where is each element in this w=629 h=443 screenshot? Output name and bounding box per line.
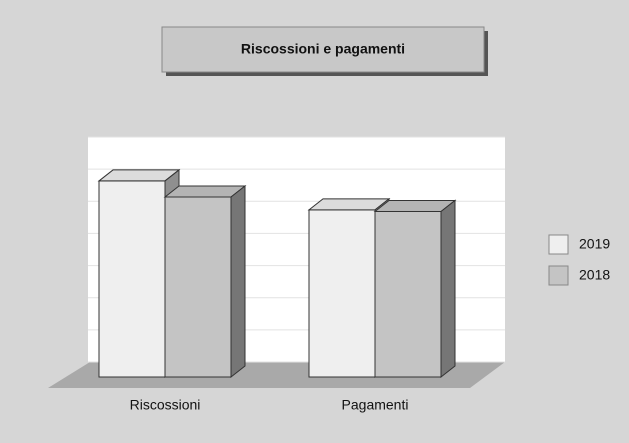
x-tick-label: Pagamenti <box>342 397 409 413</box>
legend-label: 2019 <box>579 236 610 252</box>
bar-front <box>98 180 166 378</box>
bars: Riscossioni Pagamenti <box>97 168 457 413</box>
title-box <box>161 26 485 73</box>
legend-swatch <box>548 234 569 255</box>
legend-label: 2018 <box>579 267 610 283</box>
bar-front <box>164 196 232 378</box>
bar-front <box>374 210 442 378</box>
x-tick-label: Riscossioni <box>130 397 201 413</box>
bar-front <box>308 209 376 378</box>
chart-title: Riscossioni e pagamenti <box>241 41 405 57</box>
bar-side <box>440 199 456 379</box>
bar-side <box>230 184 246 379</box>
legend: 2019 2018 <box>548 234 610 286</box>
legend-swatch <box>548 265 569 286</box>
